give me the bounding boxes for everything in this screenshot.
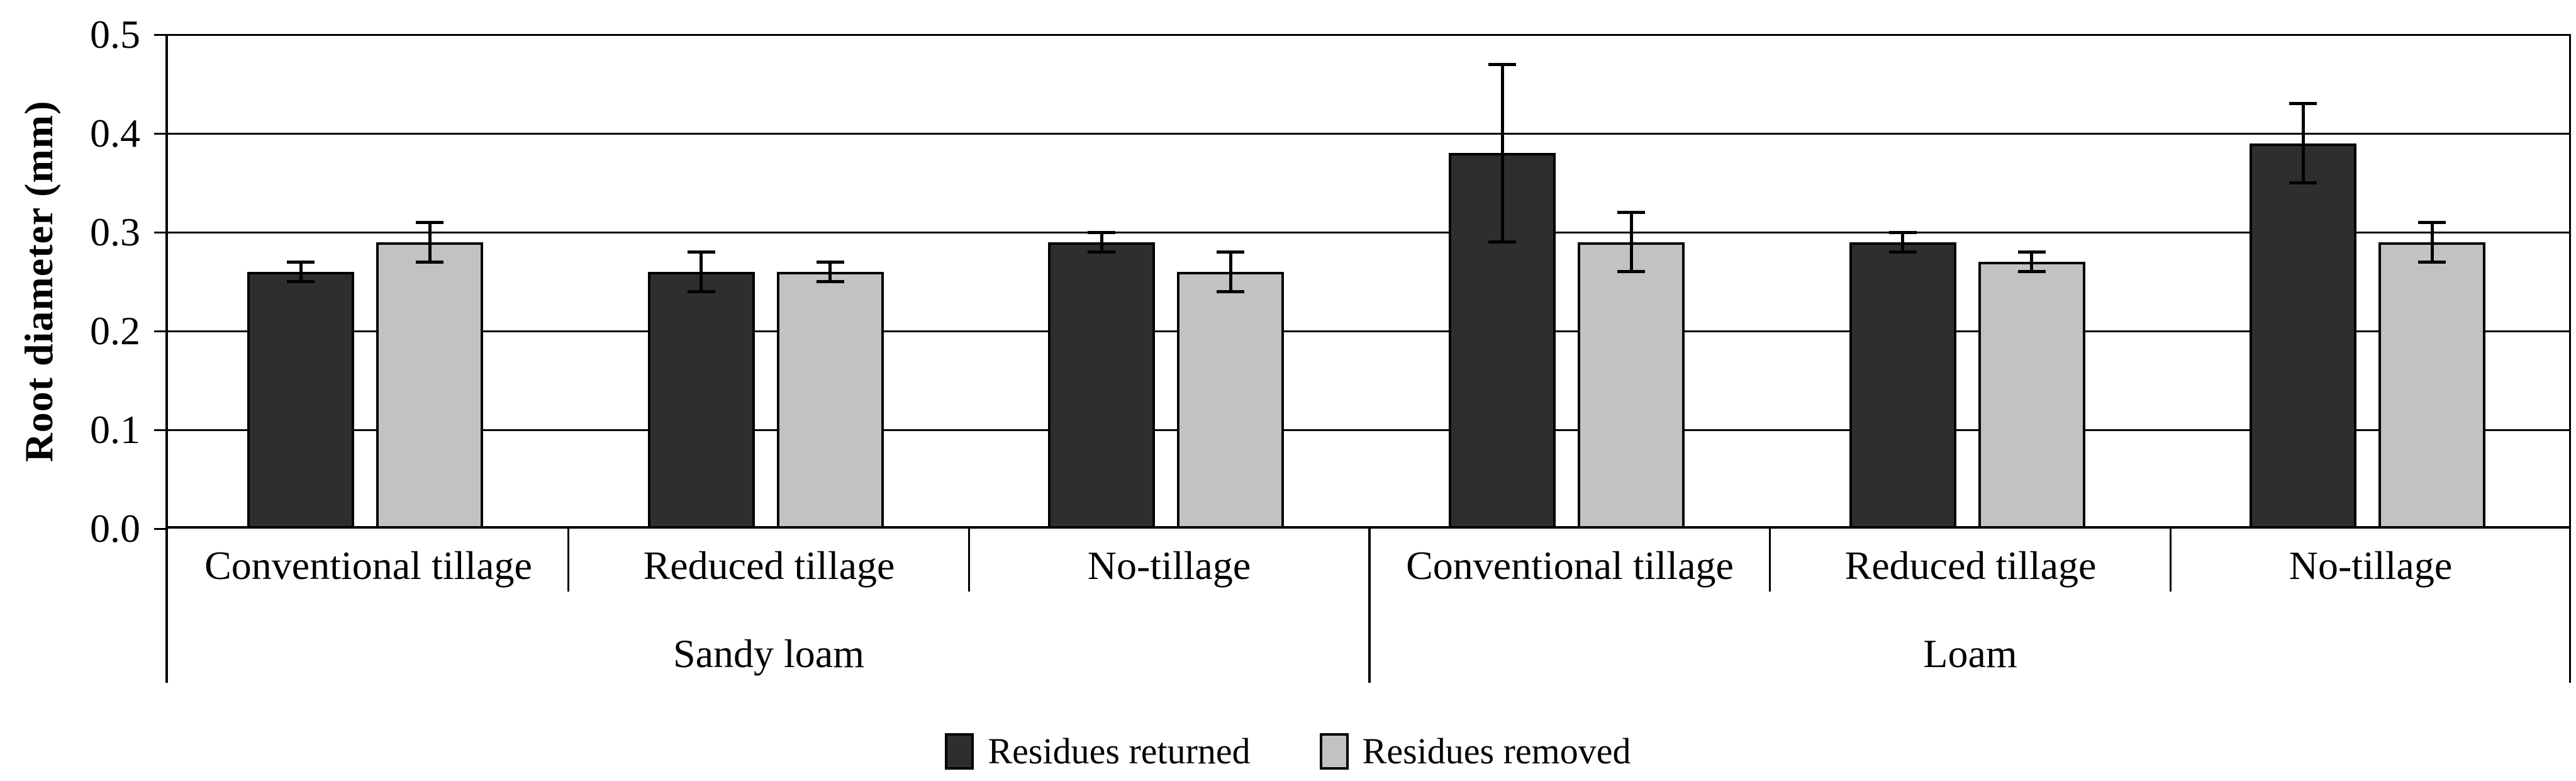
plot-right-border: [2569, 35, 2571, 683]
category-label-reduced-tillage-1: Reduced tillage: [643, 543, 895, 588]
y-axis-title: Root diameter (mm): [16, 100, 61, 463]
error-bar-cap-top-residues-returned-4: [1889, 231, 1917, 234]
category-label-reduced-tillage-4: Reduced tillage: [1844, 543, 2097, 588]
gridline-0.4: [168, 133, 2571, 135]
legend-item-residues-returned: Residues returned: [945, 731, 1251, 772]
error-bar-cap-bottom-residues-removed-0: [416, 261, 443, 264]
error-bar-cap-bottom-residues-removed-4: [2018, 270, 2046, 273]
bar-residues-removed-reduced-tillage-4: [1978, 262, 2085, 529]
legend-label-residues-removed: Residues removed: [1362, 731, 1631, 772]
error-bar-cap-top-residues-returned-2: [1088, 231, 1115, 234]
error-bar-line-residues-returned-2: [1100, 232, 1103, 252]
legend: Residues returned Residues removed: [0, 731, 2576, 772]
bar-residues-removed-reduced-tillage-1: [777, 272, 884, 529]
error-bar-cap-top-residues-returned-5: [2289, 102, 2317, 105]
error-bar-cap-top-residues-removed-3: [1617, 211, 1645, 214]
error-bar-line-residues-returned-0: [299, 262, 303, 281]
error-bar-line-residues-removed-4: [2030, 252, 2033, 271]
y-tick-0.4: [154, 133, 168, 135]
error-bar-cap-bottom-residues-returned-0: [287, 280, 315, 283]
error-bar-cap-bottom-residues-returned-4: [1889, 250, 1917, 254]
error-bar-cap-top-residues-removed-1: [817, 261, 844, 264]
category-label-conventional-tillage-0: Conventional tillage: [204, 543, 532, 588]
legend-swatch-residues-returned: [945, 733, 974, 770]
bar-residues-returned-no-tillage-5: [2250, 143, 2356, 529]
error-bar-cap-bottom-residues-returned-3: [1488, 240, 1516, 244]
bar-residues-removed-no-tillage-2: [1177, 272, 1284, 529]
soil-group-label-loam: Loam: [1923, 631, 2017, 676]
error-bar-line-residues-removed-2: [1229, 252, 1232, 291]
bar-residues-returned-reduced-tillage-4: [1849, 242, 1956, 529]
x-axis-line: [165, 526, 2571, 529]
error-bar-line-residues-returned-1: [700, 252, 703, 291]
error-bar-line-residues-returned-5: [2302, 104, 2305, 183]
error-bar-line-residues-removed-5: [2431, 222, 2434, 262]
error-bar-line-residues-removed-3: [1630, 213, 1633, 272]
error-bar-cap-top-residues-removed-2: [1217, 250, 1244, 254]
y-tick-0.5: [154, 34, 168, 36]
soil-group-label-sandy-loam: Sandy loam: [673, 631, 864, 676]
error-bar-line-residues-returned-4: [1901, 232, 1904, 252]
gridline-0.2: [168, 330, 2571, 332]
category-label-conventional-tillage-3: Conventional tillage: [1406, 543, 1734, 588]
category-label-no-tillage-2: No-tillage: [1087, 543, 1251, 588]
category-label-no-tillage-5: No-tillage: [2289, 543, 2453, 588]
gridline-0.1: [168, 429, 2571, 431]
error-bar-cap-bottom-residues-returned-2: [1088, 250, 1115, 254]
y-tick-0.1: [154, 429, 168, 431]
bar-residues-returned-reduced-tillage-1: [648, 272, 755, 529]
category-separator-1: [567, 529, 569, 592]
error-bar-line-residues-returned-3: [1501, 64, 1504, 242]
error-bar-cap-bottom-residues-removed-3: [1617, 270, 1645, 273]
bar-residues-removed-no-tillage-5: [2378, 242, 2485, 529]
bar-residues-returned-no-tillage-2: [1048, 242, 1155, 529]
soil-group-separator-1: [1368, 529, 1371, 683]
error-bar-cap-top-residues-removed-0: [416, 221, 443, 224]
error-bar-cap-bottom-residues-returned-5: [2289, 181, 2317, 184]
y-tick-0.2: [154, 330, 168, 332]
gridline-0.5: [168, 34, 2571, 36]
y-tick-label-0.0: 0.0: [90, 506, 140, 551]
error-bar-cap-bottom-residues-returned-1: [688, 290, 715, 293]
category-separator-4: [1769, 529, 1771, 592]
category-separator-2: [968, 529, 970, 592]
error-bar-cap-top-residues-returned-3: [1488, 63, 1516, 66]
error-bar-cap-top-residues-removed-4: [2018, 250, 2046, 254]
y-tick-label-0.2: 0.2: [90, 308, 140, 353]
legend-item-residues-removed: Residues removed: [1319, 731, 1631, 772]
bar-residues-removed-conventional-tillage-3: [1578, 242, 1685, 529]
y-tick-0.3: [154, 232, 168, 233]
legend-label-residues-returned: Residues returned: [988, 731, 1251, 772]
y-tick-label-0.5: 0.5: [90, 12, 140, 57]
error-bar-cap-top-residues-removed-5: [2418, 221, 2446, 224]
error-bar-line-residues-removed-0: [428, 222, 432, 262]
error-bar-line-residues-removed-1: [828, 262, 832, 281]
legend-swatch-residues-removed: [1319, 733, 1349, 770]
y-tick-0.0: [154, 528, 168, 530]
gridline-0.3: [168, 232, 2571, 233]
error-bar-cap-bottom-residues-removed-1: [817, 280, 844, 283]
y-tick-label-0.3: 0.3: [90, 210, 140, 254]
y-tick-label-0.1: 0.1: [90, 407, 140, 452]
error-bar-cap-bottom-residues-removed-5: [2418, 261, 2446, 264]
error-bar-cap-top-residues-returned-1: [688, 250, 715, 254]
y-axis-line: [165, 35, 168, 683]
bar-residues-removed-conventional-tillage-0: [376, 242, 483, 529]
y-tick-label-0.4: 0.4: [90, 111, 140, 155]
error-bar-cap-top-residues-returned-0: [287, 261, 315, 264]
category-separator-5: [2170, 529, 2172, 592]
error-bar-cap-bottom-residues-removed-2: [1217, 290, 1244, 293]
bar-residues-returned-conventional-tillage-0: [247, 272, 354, 529]
